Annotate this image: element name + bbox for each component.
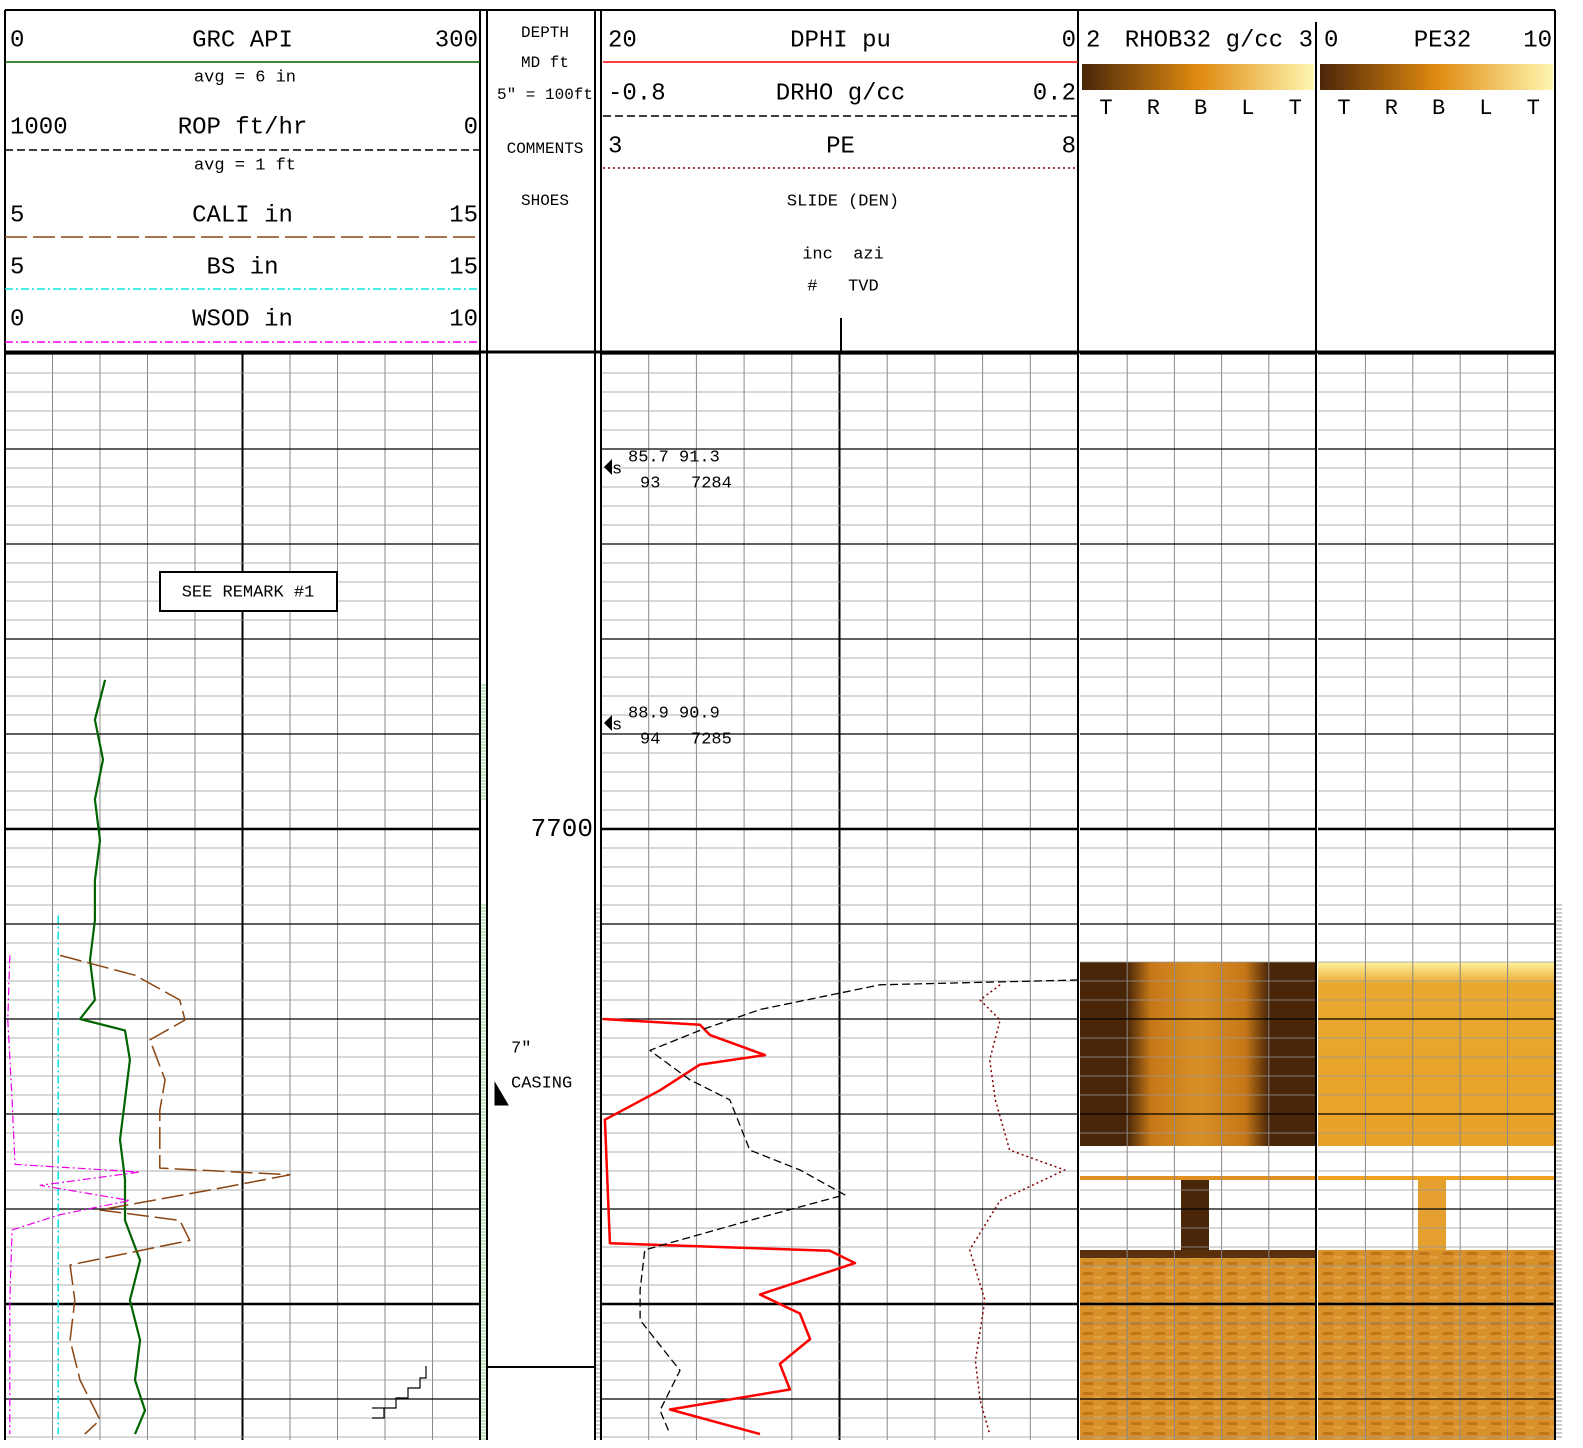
scale-left: 5 [10,254,24,281]
frame [4,9,1556,1440]
survey-marker [604,459,612,475]
remark: SEE REMARK #1 [182,583,315,602]
labels: SEE REMARK #1 7700 7" CASING 0 GRC API 300… [5,24,1553,1093]
orientation-letter: L [1479,96,1492,121]
scale-left: 1000 [10,114,68,141]
survey-top: 85.7 91.3 [628,448,720,467]
log-curve [78,679,147,1435]
scale-left: 2 [1086,27,1100,54]
casing-label: CASING [511,1074,572,1093]
log-curve [639,979,1079,1435]
survey-bottom: 93 7284 [640,474,732,493]
depth-header: DEPTH [521,24,569,42]
image-block [1318,1176,1555,1180]
scale-right: 0.2 [1033,80,1076,107]
scale-right: 10 [449,306,478,333]
note: avg = 6 in [194,68,296,87]
orientation-letter: T [1099,96,1112,121]
curve-name: CALI in [192,202,293,229]
curve-name: GRC API [192,27,293,54]
scale-right: 300 [435,27,478,54]
log-curve [59,954,291,1435]
survey-mark: s [612,460,622,479]
curve-name: WSOD in [192,306,293,333]
scale-left: 3 [608,133,622,160]
orientation-letter: L [1241,96,1254,121]
image-block [1181,1180,1209,1250]
scale-left: 0 [10,27,24,54]
orientation-letter: T [1527,96,1540,121]
image-block [1318,962,1555,1146]
survey-marker [604,715,612,731]
scale-right: 3 [1299,27,1313,54]
orientation-letter: B [1432,96,1445,121]
curve-name: DPHI pu [790,27,891,54]
image-block [1080,1250,1316,1440]
survey-top: 88.9 90.9 [628,704,720,723]
depth-header: COMMENTS [507,140,584,158]
slide-header: # TVD [807,277,878,296]
depth-header: SHOES [521,192,569,210]
curve-name: RHOB32 g/cc [1125,27,1283,54]
scale-right: 0 [464,114,478,141]
scale-right: 10 [1523,27,1552,54]
image-block [1080,962,1316,1146]
casing-label: 7" [511,1039,531,1058]
curves [7,679,1079,1436]
scale-right: 15 [449,254,478,281]
depth-header: MD ft [521,54,569,72]
grid [5,352,1562,1440]
orientation-letter: T [1337,96,1350,121]
note: avg = 1 ft [194,156,296,175]
orientation-letter: T [1289,96,1302,121]
depth-label: 7700 [531,814,593,844]
scale-left: 0 [1324,27,1338,54]
orientation-letter: R [1147,96,1160,121]
image-logs [1080,962,1555,1440]
scale-right: 8 [1062,133,1076,160]
log-curve [968,984,1066,1435]
survey-mark: s [612,716,622,735]
scale-right: 0 [1062,27,1076,54]
color-bar [1082,64,1314,90]
curve-name: PE [826,133,855,160]
scale-left: 5 [10,202,24,229]
slide-header: inc azi [802,245,884,264]
log-curve [7,955,141,1435]
orientation-letter: B [1194,96,1207,121]
curve-name: DRHO g/cc [776,80,906,107]
image-block [1418,1180,1446,1250]
image-block [1318,1250,1555,1440]
depth-header: 5" = 100ft [497,86,593,104]
survey-bottom: 94 7285 [640,730,732,749]
image-block [1080,1250,1316,1258]
scale-left: 0 [10,306,24,333]
image-block [1080,1176,1316,1180]
scale-left: -0.8 [608,80,666,107]
color-bar [1320,64,1553,90]
curve-name: BS in [206,254,278,281]
curve-name: PE32 [1414,27,1472,54]
scale-left: 20 [608,27,637,54]
slide-header: SLIDE (DEN) [787,192,899,211]
orientation-letter: R [1385,96,1398,121]
scale-right: 15 [449,202,478,229]
log-curve [602,1017,857,1436]
curve-name: ROP ft/hr [178,114,308,141]
